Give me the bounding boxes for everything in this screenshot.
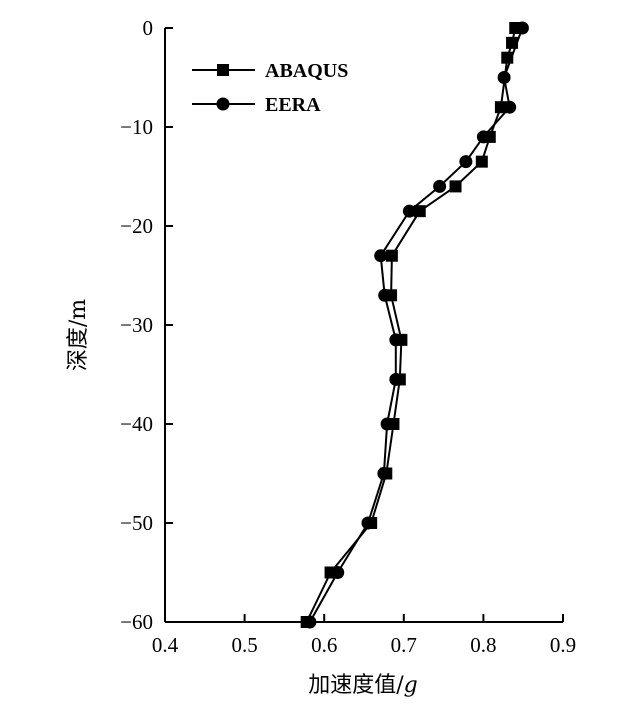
data-point-eera	[503, 100, 517, 114]
legend-item-eera: EERA	[192, 94, 321, 116]
x-axis-title-main: 加速度值/	[308, 673, 404, 698]
series-line-eera	[309, 27, 524, 623]
legend-label: EERA	[265, 94, 321, 116]
x-axis-title-unit: g	[404, 673, 418, 698]
series-eera	[303, 21, 529, 629]
data-point-eera	[402, 204, 416, 218]
x-tick-label: 0.8	[470, 633, 496, 657]
data-point-eera	[459, 155, 473, 169]
legend-label: ABAQUS	[265, 60, 348, 82]
data-point-eera	[497, 71, 511, 84]
legend-marker-circle	[216, 97, 230, 111]
x-tick-label: 0.6	[311, 633, 337, 657]
x-ticks: 0.4 0.5 0.6 0.7 0.8 0.9	[152, 614, 576, 657]
data-point-eera	[389, 333, 403, 347]
data-point-abaqus	[413, 205, 426, 218]
y-tick-label: −60	[120, 610, 153, 634]
data-point-eera	[374, 249, 388, 263]
y-tick-label: −20	[120, 214, 153, 238]
y-tick-label: 0	[143, 16, 154, 40]
y-axis-title: 深度/m	[66, 299, 91, 371]
x-axis-title: 加速度值/g	[308, 673, 418, 698]
y-tick-label: −50	[120, 511, 153, 535]
data-point-eera	[433, 179, 447, 193]
data-point-eera	[303, 615, 317, 629]
x-tick-label: 0.7	[391, 633, 417, 657]
series-line-abaqus	[305, 27, 517, 623]
data-point-abaqus	[449, 180, 462, 193]
data-point-eera	[331, 566, 345, 579]
x-tick-label: 0.9	[550, 633, 576, 657]
data-point-abaqus	[475, 155, 488, 168]
legend-item-abaqus: ABAQUS	[192, 60, 348, 82]
data-point-abaqus	[385, 249, 398, 262]
data-point-eera	[378, 288, 392, 302]
data-point-eera	[476, 130, 490, 144]
legend-marker-square	[217, 64, 229, 76]
x-tick-label: 0.5	[231, 633, 257, 657]
data-point-eera	[380, 417, 394, 431]
legend: ABAQUS EERA	[192, 60, 348, 116]
data-point-eera	[515, 21, 529, 35]
series-layer	[300, 21, 529, 629]
y-tick-label: −10	[120, 115, 153, 139]
x-tick-label: 0.4	[152, 633, 179, 657]
y-ticks: 0 −10 −20 −30 −40 −50 −60	[120, 16, 173, 634]
data-point-eera	[377, 467, 391, 480]
data-point-eera	[389, 372, 403, 386]
y-tick-label: −30	[120, 313, 153, 337]
data-point-eera	[361, 516, 375, 530]
y-tick-label: −40	[120, 412, 153, 436]
series-abaqus	[300, 22, 522, 628]
